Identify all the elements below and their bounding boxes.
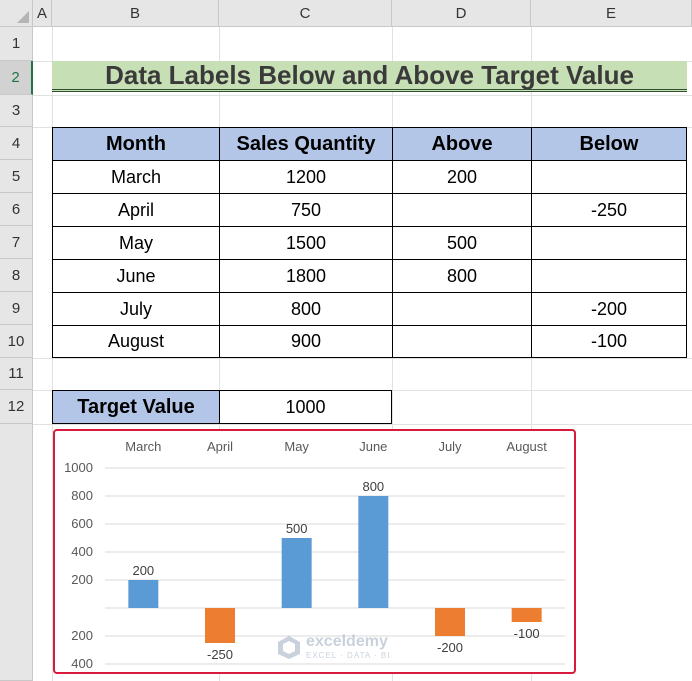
table-header-below[interactable]: Below	[531, 127, 687, 161]
table-cell-sales[interactable]: 1800	[219, 259, 393, 293]
category-label: June	[359, 439, 387, 454]
table-cell-below[interactable]: -250	[531, 193, 687, 227]
category-label: April	[207, 439, 233, 454]
table-cell-sales[interactable]: 750	[219, 193, 393, 227]
table-cell-sales[interactable]: 1500	[219, 226, 393, 260]
row-header-7[interactable]: 7	[0, 226, 33, 259]
category-label: March	[125, 439, 161, 454]
row-header-5[interactable]: 5	[0, 160, 33, 193]
table-cell-sales[interactable]: 1200	[219, 160, 393, 194]
row-header-2[interactable]: 2	[0, 61, 33, 95]
table-header-month[interactable]: Month	[52, 127, 220, 161]
watermark: exceldemy EXCEL · DATA · BI	[276, 633, 390, 660]
table-cell-month[interactable]: August	[52, 325, 220, 358]
y-tick-label: 200	[71, 628, 93, 643]
exceldemy-logo-icon	[278, 635, 300, 659]
table-header-above[interactable]: Above	[392, 127, 532, 161]
table-cell-month[interactable]: March	[52, 160, 220, 194]
category-label: August	[506, 439, 547, 454]
data-label: -250	[207, 647, 233, 662]
y-tick-label: 400	[71, 656, 93, 671]
bar-above	[281, 538, 312, 608]
table-cell-below[interactable]: -200	[531, 292, 687, 326]
table-cell-below[interactable]	[531, 259, 687, 293]
row-header-10[interactable]: 10	[0, 325, 33, 358]
y-tick-label: 1000	[64, 460, 93, 475]
watermark-name: exceldemy	[306, 633, 388, 650]
bar-above	[358, 496, 389, 608]
table-cell-below[interactable]: -100	[531, 325, 687, 358]
row-header-4[interactable]: 4	[0, 127, 33, 160]
row-header-8[interactable]: 8	[0, 259, 33, 292]
table-cell-sales[interactable]: 800	[219, 292, 393, 326]
chart-svg: 200 400 600 800 1000 200 400 March April May June J…	[64, 439, 565, 671]
gridline	[33, 95, 692, 96]
target-value-cell[interactable]: 1000	[219, 390, 392, 424]
table-cell-above[interactable]	[392, 292, 532, 326]
column-header-d[interactable]: D	[392, 0, 531, 27]
target-value-label[interactable]: Target Value	[52, 390, 220, 424]
table-cell-month[interactable]: June	[52, 259, 220, 293]
table-cell-above[interactable]: 500	[392, 226, 532, 260]
data-label: 800	[362, 479, 384, 494]
select-all-button[interactable]	[0, 0, 33, 27]
category-label: July	[438, 439, 462, 454]
data-label: -100	[514, 626, 540, 641]
table-cell-month[interactable]: July	[52, 292, 220, 326]
y-tick-label: 800	[71, 488, 93, 503]
row-header-1[interactable]: 1	[0, 27, 33, 61]
bar-below	[511, 608, 542, 622]
table-header-sales-quantity[interactable]: Sales Quantity	[219, 127, 393, 161]
data-label: -200	[437, 640, 463, 655]
table-cell-above[interactable]: 200	[392, 160, 532, 194]
data-label: 500	[286, 521, 308, 536]
table-cell-below[interactable]	[531, 226, 687, 260]
bar-below	[435, 608, 465, 636]
table-cell-below[interactable]	[531, 160, 687, 194]
column-header-b[interactable]: B	[52, 0, 219, 27]
table-cell-above[interactable]: 800	[392, 259, 532, 293]
row-header-12[interactable]: 12	[0, 390, 33, 424]
bar-above	[128, 580, 159, 608]
y-tick-label: 600	[71, 516, 93, 531]
row-header-9[interactable]: 9	[0, 292, 33, 325]
table-cell-month[interactable]: April	[52, 193, 220, 227]
row-header-rest	[0, 424, 33, 681]
table-cell-above[interactable]	[392, 193, 532, 227]
column-header-a[interactable]: A	[33, 0, 52, 27]
table-cell-month[interactable]: May	[52, 226, 220, 260]
column-header-e[interactable]: E	[531, 0, 692, 27]
y-tick-label: 400	[71, 544, 93, 559]
table-cell-sales[interactable]: 900	[219, 325, 393, 358]
select-all-icon	[17, 11, 29, 23]
sheet-title[interactable]: Data Labels Below and Above Target Value	[52, 60, 687, 92]
category-label: May	[284, 439, 309, 454]
gridline	[33, 424, 692, 425]
row-header-11[interactable]: 11	[0, 358, 33, 390]
bar-below	[205, 608, 235, 643]
y-tick-label: 200	[71, 572, 93, 587]
row-header-3[interactable]: 3	[0, 95, 33, 127]
gridline	[33, 358, 692, 359]
column-header-c[interactable]: C	[219, 0, 392, 27]
watermark-sub: EXCEL · DATA · BI	[306, 651, 391, 660]
table-cell-above[interactable]	[392, 325, 532, 358]
data-label: 200	[132, 563, 154, 578]
chart-area[interactable]: 200 400 600 800 1000 200 400 March April May June J…	[53, 429, 576, 674]
row-header-6[interactable]: 6	[0, 193, 33, 226]
